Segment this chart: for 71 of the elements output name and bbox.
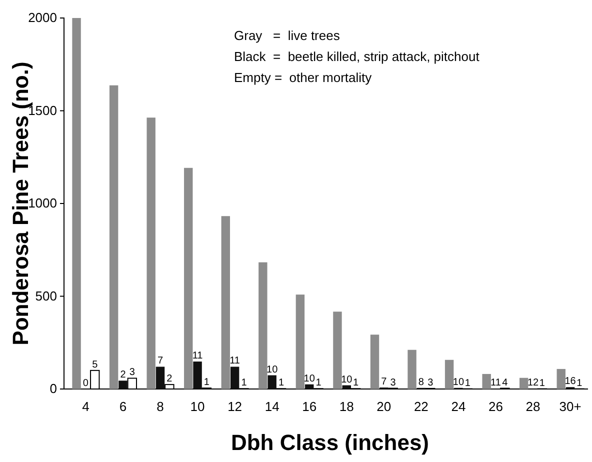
x-tick-label: 26 [488,399,503,414]
x-tick-label: 20 [376,399,392,414]
bar [230,366,240,389]
y-tick-label: 2000 [28,10,57,26]
bar [72,18,81,389]
x-tick-label: 24 [451,399,466,414]
y-tick-label: 1000 [28,196,57,211]
annotation: 10 [452,376,464,388]
annotation: 1 [539,378,546,389]
annotation: 11 [192,350,204,362]
x-tick-label: 18 [339,399,354,414]
annotation: 4 [502,377,508,388]
bar [296,294,305,389]
annotation: Black = beetle killed, strip attack, pitchout [234,49,480,64]
bar [268,375,276,389]
annotation: 11 [490,378,502,389]
bar [305,384,314,389]
x-axis-title: Dbh Class (inches) [230,430,430,455]
x-tick-label: 6 [119,399,127,414]
annotation: 7 [157,356,164,367]
y-tick-label: 500 [35,288,57,304]
annotation: 1 [204,377,210,388]
x-tick-label: 8 [156,399,164,414]
annotation: 3 [428,377,434,388]
bar [184,168,193,389]
bar [370,334,380,389]
annotation: 10 [266,364,278,376]
bar [342,385,351,389]
annotation: 1 [464,378,471,389]
annotation: 1 [241,378,248,389]
bar [109,85,118,389]
annotation: Gray = live trees [234,28,340,43]
annotation: 2 [120,370,126,381]
annotation: 0 [82,378,89,389]
bar [156,366,165,389]
bar [221,216,230,389]
annotation: 3 [390,377,396,388]
bar [520,378,528,389]
annotation: 1 [576,378,583,389]
annotation: 1 [353,378,360,389]
x-tick-label: 22 [414,399,428,414]
x-tick-label: 12 [228,399,242,414]
annotation: 1 [316,378,322,389]
annotation: 2 [166,374,173,385]
annotation: 12 [527,377,540,388]
annotation: Empty = other mortality [234,70,372,85]
annotation: 1 [278,378,284,389]
y-tick-label: 0 [50,381,57,396]
x-tick-label: 14 [264,399,280,414]
x-tick-label: 28 [526,399,540,414]
bar [482,374,491,389]
annotation: 8 [418,376,424,388]
bar [333,312,342,389]
bar [146,118,156,389]
annotation: 11 [230,356,240,367]
x-tick-label: 10 [190,399,205,414]
x-tick-label: 4 [82,399,90,414]
bar [118,380,128,389]
annotation: 3 [129,367,136,378]
annotation: 7 [381,376,388,388]
annotation: 10 [304,373,316,384]
bar [556,368,566,389]
x-tick-label: 30+ [559,399,582,414]
annotation: 10 [341,374,353,386]
annotation: 5 [92,359,98,370]
bar [258,262,268,389]
bar [444,360,454,389]
x-tick-label: 16 [302,399,317,414]
bar [193,362,202,389]
bar [408,350,416,389]
annotation: 16 [564,376,576,388]
